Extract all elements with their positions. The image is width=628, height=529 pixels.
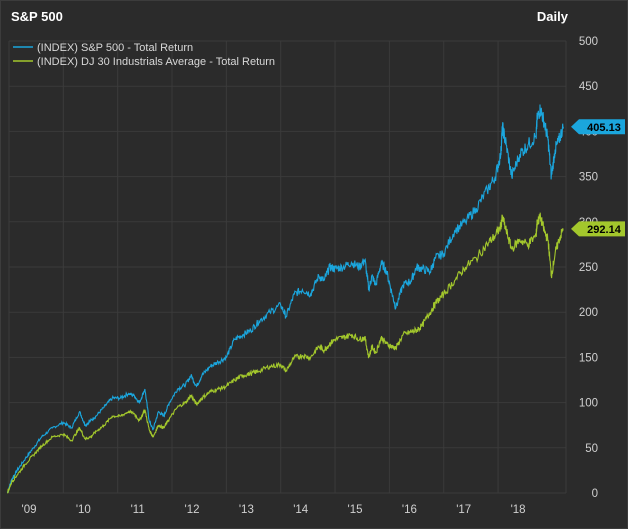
dji-value-tag [571, 221, 625, 237]
sp500-value-tag [571, 119, 625, 135]
chart-title: S&P 500 [11, 9, 63, 24]
period-label[interactable]: Daily [537, 9, 569, 24]
y-tick-label: 250 [579, 262, 598, 274]
y-tick-label: 200 [579, 307, 598, 319]
x-tick-label: '17 [456, 504, 471, 516]
x-tick-label: '12 [185, 504, 200, 516]
y-axis: 050100150200250300350400450500 [579, 36, 598, 500]
x-tick-label: '13 [239, 504, 254, 516]
y-tick-label: 450 [579, 81, 598, 93]
legend: (INDEX) S&P 500 - Total Return (INDEX) DJ… [13, 42, 275, 68]
y-tick-label: 50 [585, 443, 598, 455]
legend-entry[interactable]: (INDEX) DJ 30 Industrials Average - Tota… [37, 56, 275, 68]
x-tick-label: '10 [76, 504, 91, 516]
x-tick-label: '14 [293, 504, 309, 516]
end-value-text: 292.14 [587, 224, 622, 236]
y-tick-label: 150 [579, 352, 598, 364]
x-tick-label: '11 [131, 504, 145, 516]
end-value-text: 405.13 [587, 122, 621, 134]
end-value-labels: 405.13 292.14 [571, 119, 625, 237]
y-tick-label: 500 [579, 36, 598, 48]
x-tick-label: '09 [22, 504, 37, 516]
y-tick-label: 0 [592, 488, 598, 500]
y-tick-label: 350 [579, 172, 598, 184]
sp500-series-line[interactable] [6, 104, 564, 494]
x-tick-label: '18 [511, 504, 526, 516]
gridlines [8, 40, 567, 494]
dji-series-line[interactable] [7, 212, 564, 494]
legend-entry[interactable]: (INDEX) S&P 500 - Total Return [37, 42, 193, 54]
y-tick-label: 100 [579, 398, 598, 410]
x-tick-label: '15 [348, 504, 363, 516]
x-axis: '09 '10 '11 '12 '13 '14 '15 '16 '17 '18 [22, 504, 526, 516]
series-lines [6, 104, 564, 494]
x-tick-label: '16 [402, 504, 417, 516]
